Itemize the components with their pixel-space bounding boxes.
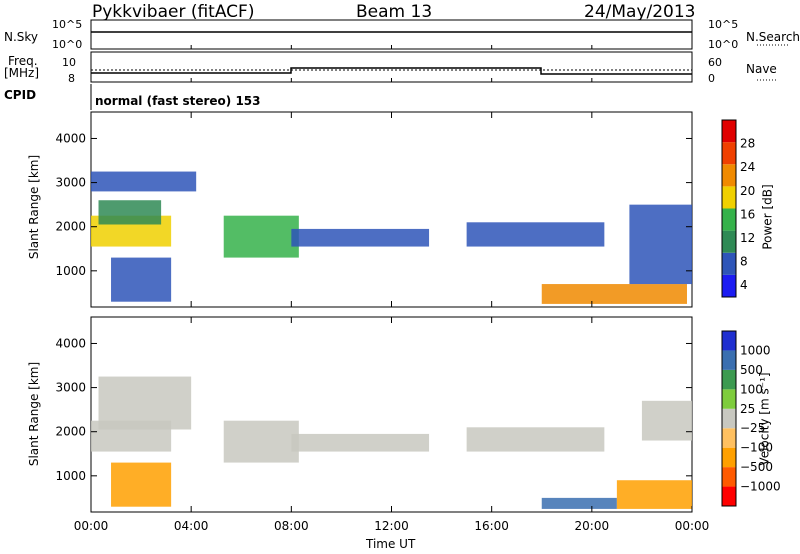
velocity-colorbar-tick: 100 [740, 382, 763, 396]
x-tick-label: 16:00 [474, 519, 509, 533]
velocity-colorbar-cell [722, 350, 736, 370]
power-colorbar-tick: 20 [740, 184, 755, 198]
power-scatter-region [91, 171, 197, 192]
velocity-colorbar-frame [721, 330, 737, 507]
velocity-colorbar-cell [722, 447, 736, 468]
velocity-colorbar-tick: −1000 [740, 480, 781, 494]
velocity-panel-frame [90, 316, 693, 513]
power-colorbar-cell [722, 164, 736, 187]
power-ytick-label: 1000 [55, 264, 86, 278]
power-scatter-region [541, 284, 687, 304]
beam-label: Beam 13 [356, 2, 433, 22]
velocity-colorbar-cell [722, 408, 736, 429]
velocity-ytick-label: 2000 [55, 425, 86, 439]
velocity-scatter-region [641, 400, 692, 441]
power-scatter-region [466, 222, 605, 247]
power-scatter-region [111, 257, 172, 302]
power-colorbar-cell [722, 230, 736, 253]
date-label: 24/May/2013 [584, 2, 696, 22]
power-colorbar-tick: 12 [740, 231, 755, 245]
velocity-colorbar-cell [722, 428, 736, 448]
nsky-label: N.Sky [4, 30, 39, 44]
nsearch-label: N.Search [746, 30, 800, 44]
nave-tick-bottom: 0 [708, 72, 715, 85]
velocity-ytick-label: 1000 [55, 469, 86, 483]
nsearch-tick-top: 10^5 [708, 18, 739, 31]
velocity-colorbar-tick: 1000 [740, 343, 771, 357]
nsky-tick-bottom: 10^0 [52, 38, 83, 51]
power-colorbar-cell [722, 186, 736, 209]
x-tick-label: 04:00 [174, 519, 209, 533]
x-axis-title: Time UT [366, 537, 416, 551]
velocity-scatter-region [616, 480, 692, 509]
x-tick-label: 12:00 [374, 519, 409, 533]
radar-title: Pykkvibaer (fitACF) [92, 2, 255, 22]
power-scatter-region [291, 228, 430, 247]
power-colorbar-tick: 28 [740, 137, 755, 151]
power-colorbar-cell [722, 208, 736, 231]
velocity-scatter-region [291, 433, 430, 452]
x-tick-label: 20:00 [575, 519, 610, 533]
velocity-colorbar-cell [722, 369, 736, 390]
velocity-colorbar-tick: −100 [740, 441, 773, 455]
cpid-label: CPID [4, 88, 37, 102]
freq-unit: [MHz] [4, 66, 40, 80]
x-tick-label: 00:00 [675, 519, 710, 533]
velocity-scatter-region [223, 420, 299, 463]
nave-label: Nave [746, 62, 777, 76]
velocity-colorbar-tick: −25 [740, 421, 765, 435]
power-scatter-region [629, 204, 692, 285]
velocity-scatter-region [466, 427, 605, 452]
power-ytick-label: 4000 [55, 131, 86, 145]
power-panel-frame [90, 111, 693, 308]
x-tick-label: 08:00 [274, 519, 309, 533]
velocity-colorbar-cell [722, 331, 736, 351]
velocity-colorbar-cell [722, 389, 736, 409]
power-scatter-region [98, 200, 162, 225]
power-colorbar-cell [722, 252, 736, 275]
freq-panel-frame [90, 51, 693, 83]
power-ytick-label: 3000 [55, 176, 86, 190]
power-colorbar-cell [722, 120, 736, 143]
frequency-trace [91, 67, 692, 75]
velocity-colorbar-tick: 25 [740, 402, 755, 416]
velocity-ytick-label: 4000 [55, 336, 86, 350]
freq-tick-top: 10 [62, 56, 76, 69]
velocity-colorbar-cell [722, 486, 736, 506]
power-colorbar-tick: 24 [740, 160, 755, 174]
nsearch-tick-bottom: 10^0 [708, 38, 739, 51]
velocity-ytick-label: 3000 [55, 381, 86, 395]
power-colorbar-tick: 4 [740, 278, 748, 292]
power-colorbar-cell [722, 274, 736, 297]
velocity-scatter-region [541, 497, 617, 509]
nave-tick-top: 60 [708, 56, 722, 69]
velocity-colorbar-cell [722, 467, 736, 487]
nsky-panel-frame [90, 19, 693, 50]
freq-label: Freq. [8, 54, 38, 68]
velocity-colorbar-tick: 500 [740, 363, 763, 377]
velocity-scatter-region [98, 376, 192, 430]
power-scatter-region [223, 215, 299, 258]
power-colorbar-frame [721, 119, 737, 298]
velocity-colorbar-tick: −500 [740, 460, 773, 474]
x-tick-label: 00:00 [74, 519, 109, 533]
velocity-scatter-region [111, 462, 172, 507]
cpid-text: normal (fast stereo) 153 [95, 94, 261, 108]
power-colorbar-cell [722, 142, 736, 165]
freq-tick-bottom: 8 [68, 72, 75, 85]
nsky-tick-top: 10^5 [52, 18, 83, 31]
power-ytick-label: 2000 [55, 220, 86, 234]
power-colorbar-tick: 8 [740, 255, 748, 269]
power-colorbar-tick: 16 [740, 207, 755, 221]
